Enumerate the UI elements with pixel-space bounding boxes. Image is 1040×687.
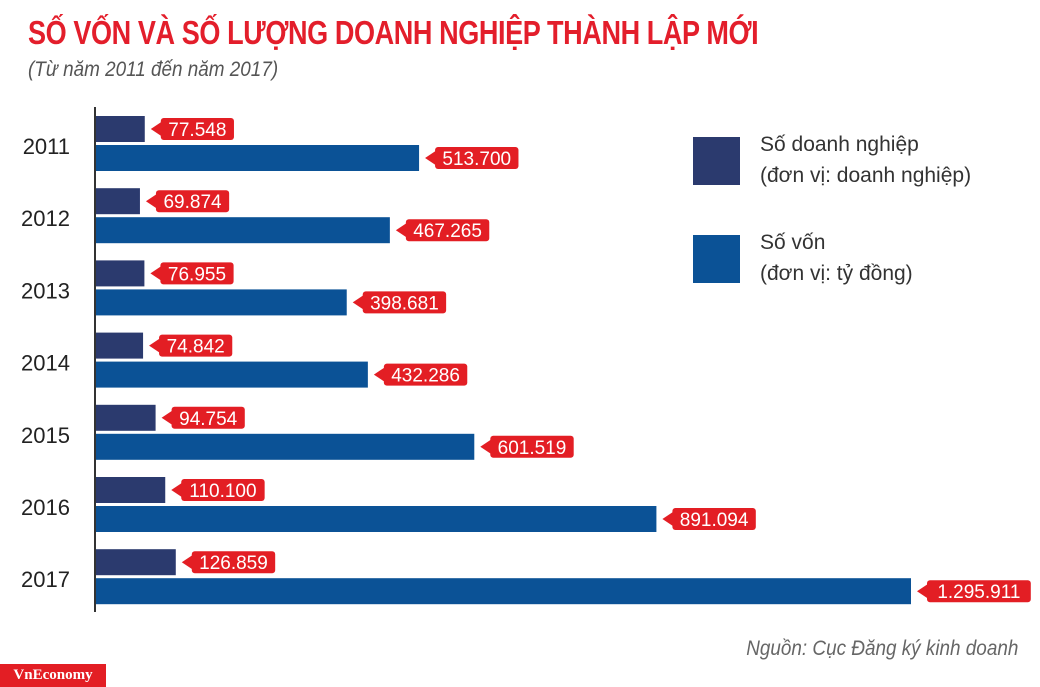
year-tick-label: 2016	[21, 495, 70, 520]
year-tick-label: 2014	[21, 351, 70, 376]
capital-bar	[96, 361, 368, 388]
data-label-pointer	[181, 554, 194, 571]
data-label-background	[362, 291, 447, 314]
data-label-pointer	[145, 193, 158, 210]
data-label-background	[160, 262, 234, 285]
legend-swatch-capital	[693, 235, 740, 283]
year-tick-label: 2013	[21, 278, 70, 303]
capital-bar	[96, 506, 657, 532]
capital-bar	[96, 289, 347, 316]
data-label: 76.955	[168, 264, 226, 285]
data-label: 513.700	[442, 149, 511, 170]
enterprise-count-bar	[96, 188, 140, 215]
legend-swatch-enterprises	[693, 137, 740, 185]
data-label: 467.265	[413, 221, 482, 242]
capital-bar	[96, 433, 475, 460]
data-label-pointer	[373, 366, 386, 383]
data-label: 77.548	[168, 120, 226, 141]
data-label: 432.286	[391, 366, 460, 387]
data-label-background	[191, 551, 276, 574]
legend-series-name: Số vốn	[760, 231, 826, 254]
data-label-background	[672, 508, 756, 530]
chart-subtitle: (Từ năm 2011 đến năm 2017)	[28, 58, 279, 81]
data-label-pointer	[171, 482, 184, 498]
data-label-background	[171, 406, 245, 429]
data-label: 1.295.911	[937, 582, 1020, 603]
data-label-pointer	[161, 409, 174, 426]
data-label-background	[155, 190, 230, 213]
legend-label-capital: Số vốn (đơn vị: tỷ đồng)	[760, 227, 913, 289]
enterprise-count-bar	[96, 260, 145, 287]
legend-series-unit: (đơn vị: doanh nghiệp)	[760, 164, 972, 187]
data-label: 601.519	[498, 438, 567, 459]
data-label-pointer	[662, 511, 675, 527]
data-label-background	[160, 118, 234, 140]
data-label: 110.100	[189, 481, 256, 502]
data-label-pointer	[150, 121, 163, 137]
data-label-background	[435, 147, 519, 169]
data-label-pointer	[352, 294, 365, 311]
enterprise-count-bar	[96, 116, 145, 142]
enterprise-count-bar	[96, 332, 144, 359]
enterprise-count-bar	[96, 404, 156, 431]
data-label-background	[405, 219, 490, 242]
data-label: 398.681	[370, 293, 439, 314]
capital-bar	[96, 145, 420, 171]
vneconomy-logo: VnEconomy	[0, 664, 106, 687]
legend-series-unit: (đơn vị: tỷ đồng)	[760, 262, 913, 285]
data-label-pointer	[425, 150, 438, 166]
legend-label-enterprises: Số doanh nghiệp (đơn vị: doanh nghiệp)	[760, 129, 971, 191]
year-tick-label: 2017	[21, 567, 70, 592]
data-label: 94.754	[179, 409, 238, 430]
year-tick-label: 2012	[21, 206, 70, 231]
source-note: Nguồn: Cục Đăng ký kinh doanh	[745, 637, 1018, 660]
capital-bar	[96, 217, 390, 244]
data-label-pointer	[395, 222, 408, 239]
chart-title: SỐ VỐN VÀ SỐ LƯỢNG DOANH NGHIỆP THÀNH LẬ…	[28, 14, 759, 51]
data-label: 891.094	[680, 510, 749, 531]
data-label: 126.859	[199, 553, 268, 574]
data-label-background	[159, 334, 233, 357]
data-label: 69.874	[163, 192, 222, 213]
data-label: 74.842	[167, 337, 225, 358]
enterprise-count-bar	[96, 549, 176, 576]
data-label-background	[383, 363, 468, 386]
data-label-background	[927, 580, 1031, 603]
data-label-pointer	[917, 583, 929, 600]
data-label-background	[490, 435, 574, 458]
year-tick-label: 2011	[23, 134, 70, 159]
data-label-pointer	[149, 337, 162, 354]
data-label-background	[181, 479, 265, 501]
legend-series-name: Số doanh nghiệp	[760, 133, 919, 156]
year-tick-label: 2015	[21, 423, 70, 448]
capital-bar	[96, 578, 911, 605]
enterprise-count-bar	[96, 477, 166, 503]
data-label-pointer	[480, 438, 493, 455]
data-label-pointer	[150, 265, 163, 282]
